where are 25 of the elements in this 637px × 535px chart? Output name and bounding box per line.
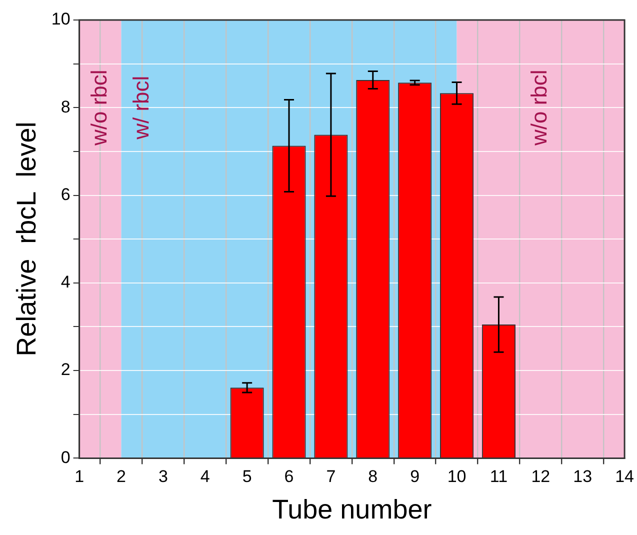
x-tick-label: 1 [74, 467, 84, 486]
band-label: w/o rbcl [526, 70, 552, 147]
y-tick-label: 0 [60, 448, 70, 467]
y-tick-label: 4 [60, 272, 70, 292]
x-tick-label: 14 [615, 467, 634, 486]
y-tick-label: 6 [60, 184, 70, 204]
x-tick-label: 7 [326, 467, 336, 486]
x-tick-label: 4 [200, 467, 210, 486]
x-tick-label: 13 [573, 467, 592, 486]
band-label: w/ rbcl [128, 76, 154, 140]
band-label: w/o rbcl [86, 70, 112, 147]
x-tick-label: 10 [447, 467, 466, 486]
y-axis-title: Relative rbcL level [12, 122, 42, 356]
x-tick-label: 8 [368, 467, 378, 486]
x-tick-label: 12 [531, 467, 550, 486]
y-tick-label: 2 [60, 360, 70, 380]
y-tick-label: 10 [51, 10, 70, 29]
x-tick-label: 5 [242, 467, 252, 486]
x-tick-label: 3 [158, 467, 168, 486]
y-tick-label: 8 [60, 97, 70, 116]
x-tick-label: 2 [116, 467, 126, 486]
x-tick-label: 6 [284, 467, 294, 486]
x-tick-label: 9 [410, 467, 420, 486]
x-axis-title: Tube number [272, 494, 432, 524]
x-tick-label: 11 [490, 467, 508, 486]
